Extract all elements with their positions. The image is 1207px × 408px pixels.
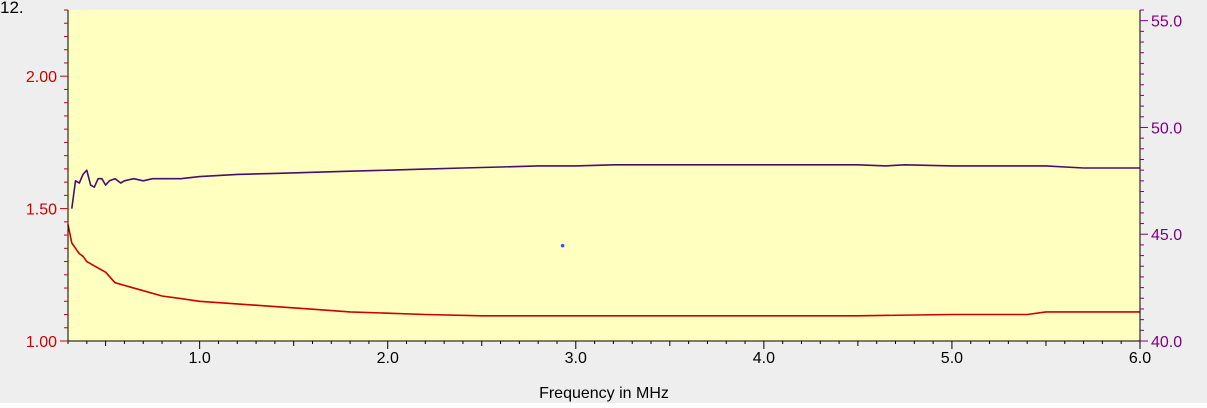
x-tick-label: 3.0 xyxy=(565,350,587,367)
x-tick-label: 2.0 xyxy=(377,350,399,367)
x-tick-label: 4.0 xyxy=(753,350,775,367)
plot-area xyxy=(68,10,1140,341)
corner-label: 12. xyxy=(0,0,24,17)
series-line-left-axis xyxy=(67,224,1140,317)
x-tick-label: 6.0 xyxy=(1129,350,1151,367)
x-axis-label: Frequency in MHz xyxy=(539,385,669,402)
x-tick-label: 5.0 xyxy=(941,350,963,367)
left-tick-label: 1.00 xyxy=(26,334,57,351)
right-tick-label: 45.0 xyxy=(1151,227,1182,244)
marker-point xyxy=(560,243,565,248)
right-tick-label: 40.0 xyxy=(1151,334,1182,351)
right-tick-label: 55.0 xyxy=(1151,14,1182,31)
right-tick-label: 50.0 xyxy=(1151,120,1182,137)
left-tick-label: 2.00 xyxy=(26,69,57,86)
series-line-right-axis xyxy=(71,164,1140,209)
axes: 1.0 2.0 3.0 4.0 5.0 6.0 1.00 1.50 2.00 40.0 45.0 50… xyxy=(26,9,1182,367)
left-tick-label: 1.50 xyxy=(26,202,57,219)
series-layer xyxy=(67,164,1140,317)
x-tick-label: 1.0 xyxy=(189,350,211,367)
